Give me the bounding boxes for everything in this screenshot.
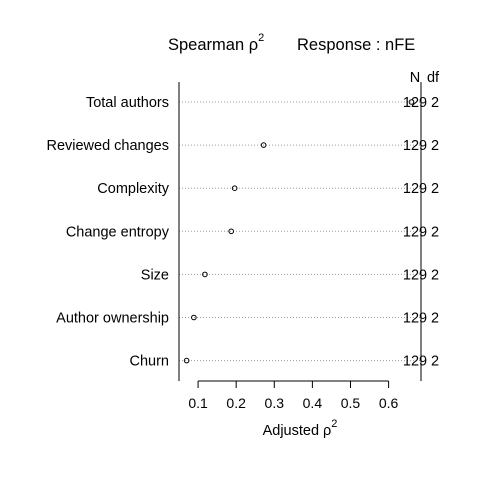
- df-value: 2: [431, 267, 439, 283]
- df-value: 2: [431, 224, 439, 240]
- category-label: Reviewed changes: [46, 138, 169, 154]
- df-value: 2: [431, 354, 439, 370]
- x-tick-label: 0.6: [379, 395, 399, 411]
- x-tick-label: 0.4: [303, 395, 323, 411]
- n-value: 129: [403, 181, 427, 197]
- x-axis: 0.1 0.2 0.3 0.4 0.5 0.6: [188, 380, 399, 411]
- x-tick-label: 0.2: [226, 395, 246, 411]
- n-column-header: N: [410, 70, 420, 86]
- data-point: [231, 185, 238, 191]
- n-value: 129: [403, 267, 427, 283]
- x-tick-label: 0.3: [265, 395, 285, 411]
- n-value: 129: [403, 95, 427, 111]
- x-tick-label: 0.5: [341, 395, 361, 411]
- category-label: Complexity: [97, 181, 169, 197]
- category-label: Churn: [130, 354, 170, 370]
- data-point: [191, 314, 197, 321]
- df-value: 2: [431, 138, 439, 154]
- df-value: 2: [431, 181, 439, 197]
- df-value: 2: [431, 95, 439, 111]
- category-label: Author ownership: [56, 311, 169, 327]
- n-value: 129: [403, 354, 427, 370]
- df-value: 2: [431, 311, 439, 327]
- n-value: 129: [403, 224, 427, 240]
- data-point: [183, 357, 190, 364]
- df-column-header: df: [427, 70, 440, 86]
- category-label: Change entropy: [66, 224, 170, 240]
- data-point: [228, 228, 235, 235]
- n-value: 129: [403, 311, 427, 327]
- data-point: [408, 99, 415, 105]
- x-tick-label: 0.1: [188, 395, 208, 411]
- n-value: 129: [403, 138, 427, 154]
- data-point: [202, 271, 208, 278]
- data-point: [260, 142, 267, 148]
- chart-title-right: Response : nFE: [297, 36, 415, 54]
- category-label: Size: [141, 267, 169, 283]
- x-axis-label: Adjusted ρ2: [263, 418, 338, 439]
- category-label: Total authors: [86, 95, 169, 111]
- chart-title-left: Spearman ρ2: [168, 32, 264, 54]
